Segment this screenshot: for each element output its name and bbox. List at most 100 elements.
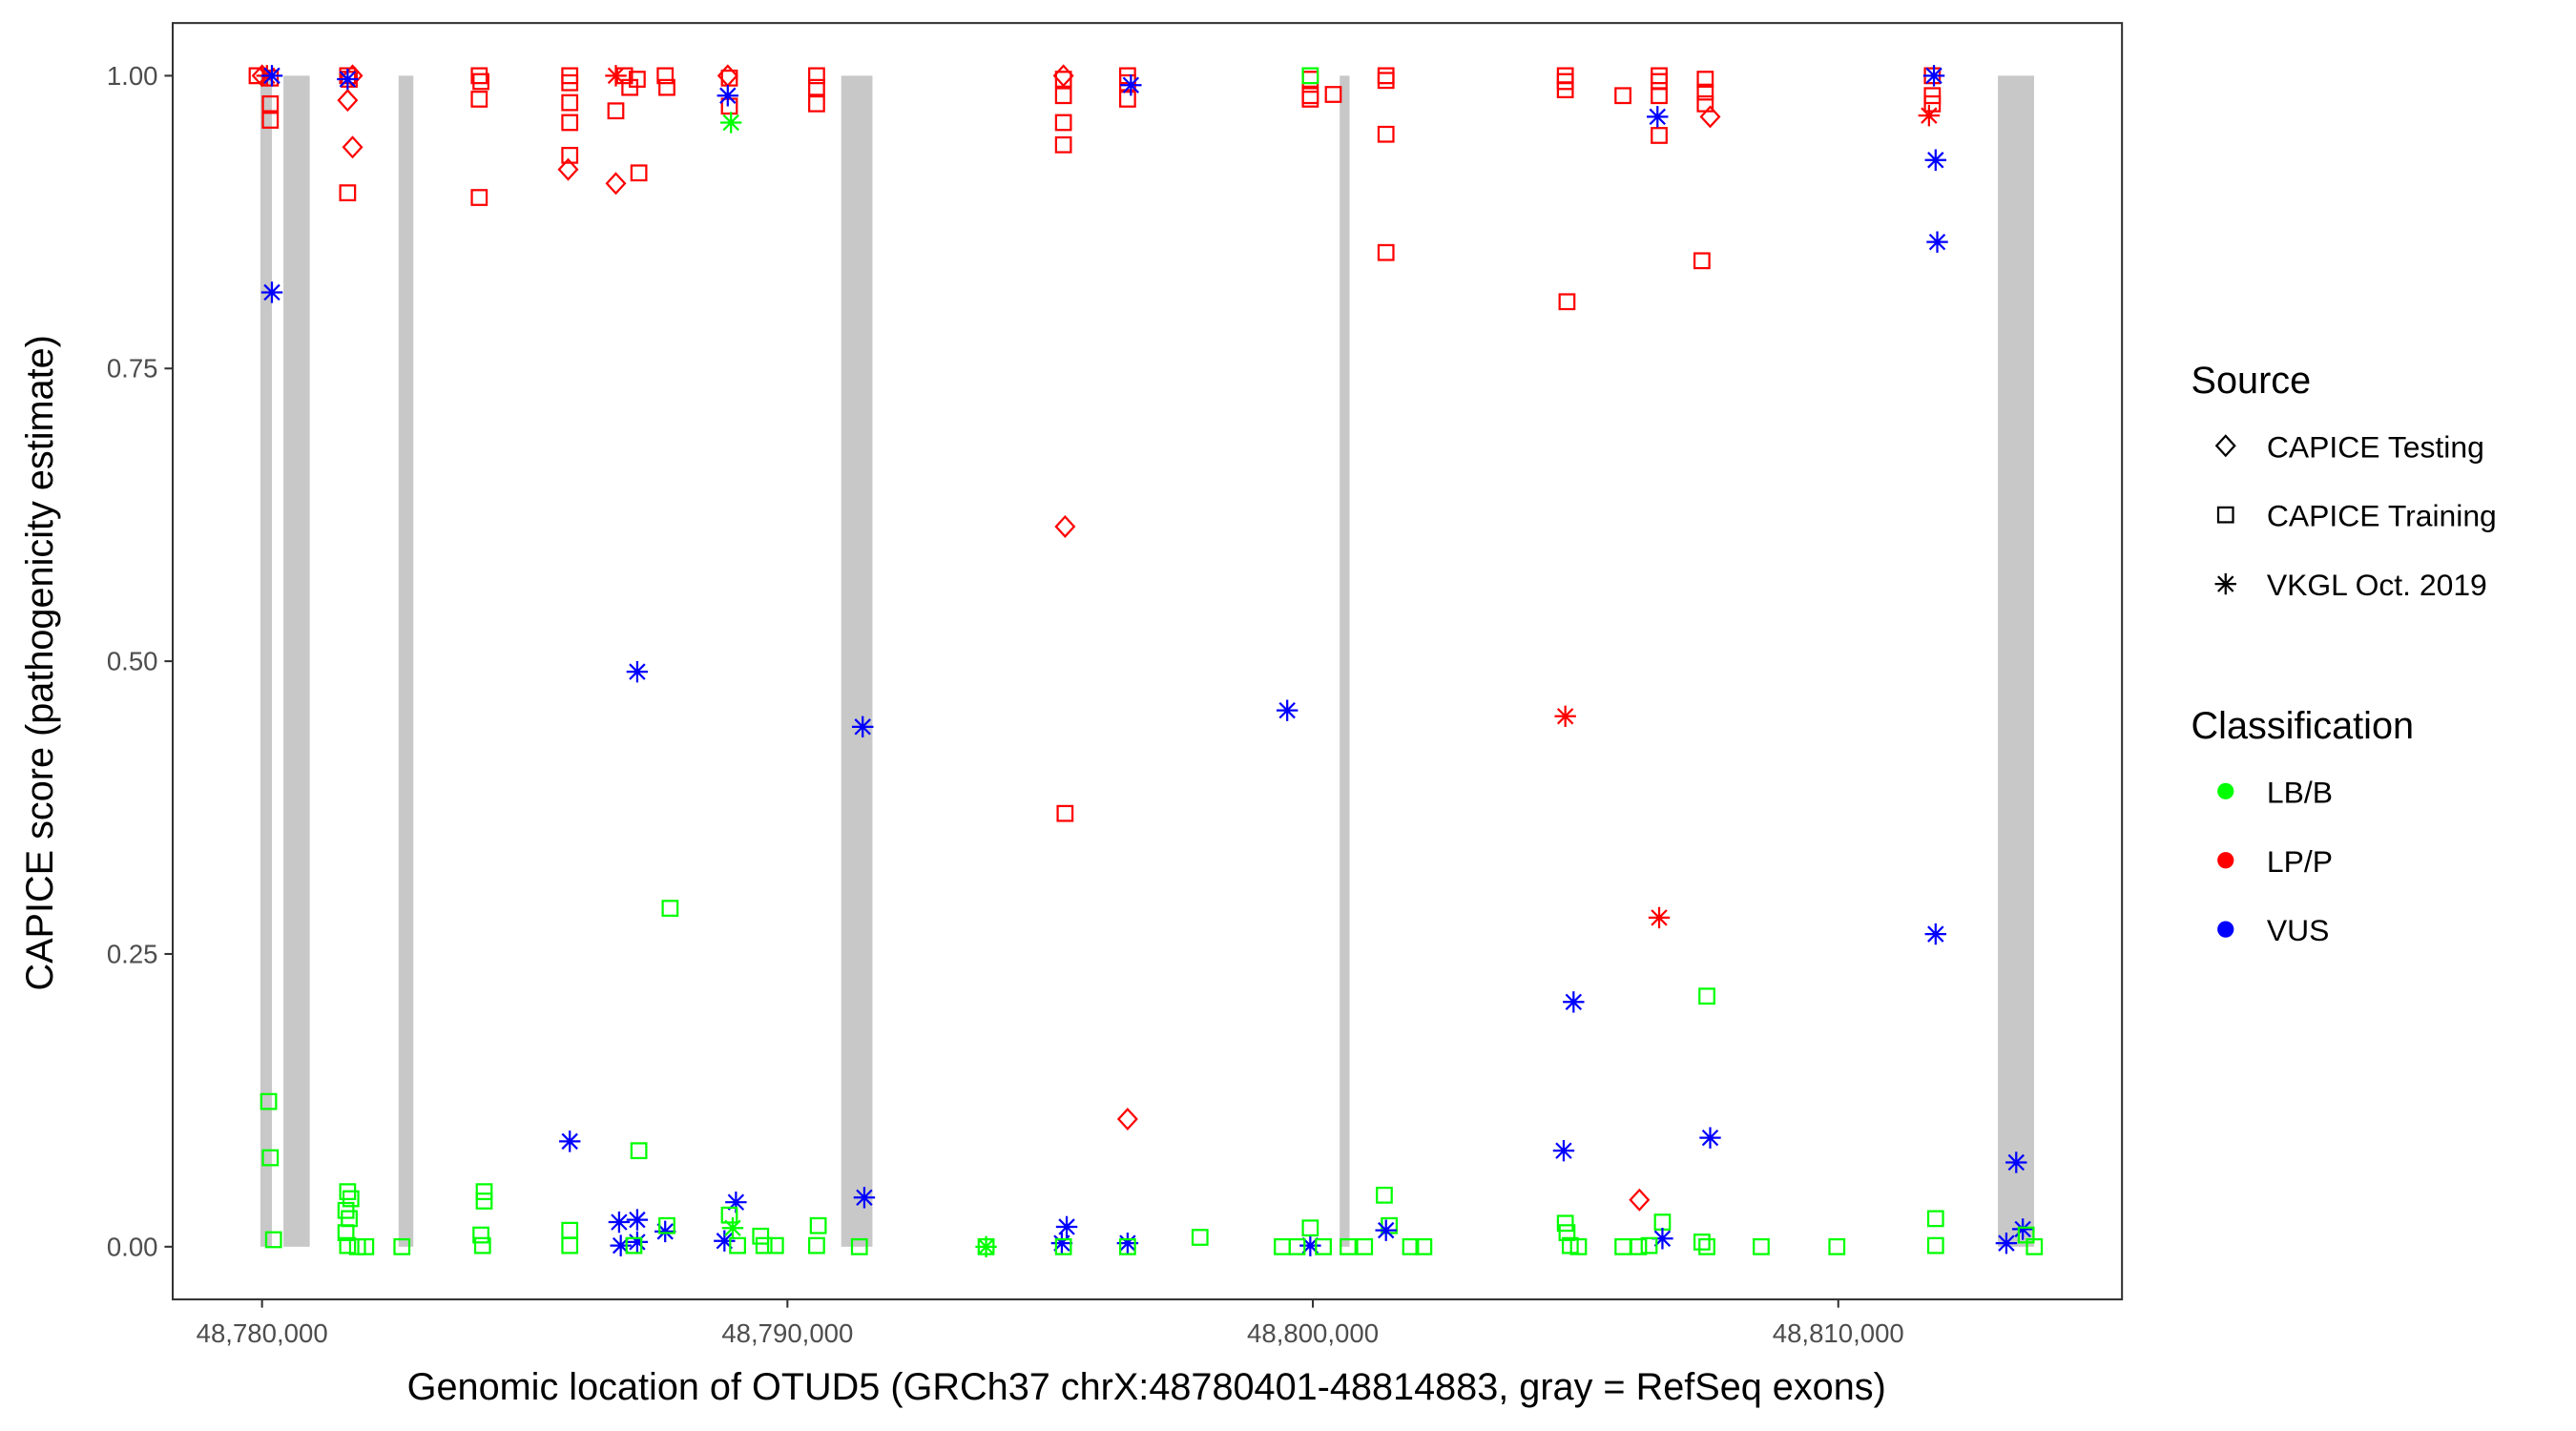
exon-band [260,75,273,1247]
data-point [808,78,825,96]
y-tick-label: 1.00 [107,61,158,91]
data-point [472,1226,489,1244]
data-point [630,164,648,182]
data-point [1699,1127,1721,1149]
x-tick-label: 48,790,000 [721,1318,853,1348]
x-axis: 48,780,000 48,790,000 48,800,000 48,810,000 [197,1299,1904,1348]
data-point [475,1183,493,1201]
data-point [1647,106,1669,128]
exon-band [1998,75,2035,1247]
data-point [610,1234,632,1256]
data-point [1651,87,1668,105]
data-point [1120,73,1142,96]
legend-dot-icon [2217,921,2234,938]
data-point [1054,135,1072,154]
data-point [808,1236,825,1255]
exon-band [841,75,873,1247]
data-point [853,1187,876,1209]
data-point [720,69,738,87]
data-point [473,1236,491,1255]
data-point [1554,705,1576,728]
data-point [1693,252,1711,270]
data-point [561,1236,579,1255]
data-point [717,85,739,107]
data-point [1926,1210,1944,1228]
legend-diamond-icon [2214,434,2236,458]
data-point [1054,1237,1072,1255]
data-point [2025,1237,2044,1255]
data-point [630,1142,648,1160]
x-tick-label: 48,810,000 [1773,1318,1904,1348]
legend-classification-title: Classification [2192,705,2415,747]
data-point [626,1209,649,1231]
data-point [260,281,283,303]
data-point [260,1092,278,1110]
data-point [1191,1229,1209,1246]
data-point [393,1237,411,1255]
x-tick-label: 48,800,000 [1247,1318,1379,1348]
data-point [1402,1237,1420,1255]
data-point [1055,1215,1078,1238]
data-point [1569,1237,1588,1255]
data-point [1614,87,1631,105]
data-point [661,900,679,917]
y-tick-label: 0.75 [107,354,158,384]
legend-class-label: LP/P [2267,844,2333,879]
data-point [339,184,357,201]
data-point [607,102,625,120]
data-point [1054,71,1072,88]
data-point [1375,1219,1397,1241]
legend-source-title: Source [2192,360,2312,402]
data-point [720,1206,738,1224]
data-point [1693,1234,1711,1251]
data-points [248,64,2044,1258]
data-point [1276,699,1298,721]
data-point [261,112,280,129]
data-point [1828,1237,1846,1255]
data-point [558,1130,581,1152]
data-point [721,1216,744,1239]
data-point [1376,1186,1393,1204]
data-point [1119,73,1136,92]
data-point [626,660,649,683]
data-point [342,1190,360,1208]
data-point [852,716,874,738]
data-point [261,69,280,87]
data-point [615,67,634,85]
data-point [1753,1237,1770,1255]
data-point [561,93,579,112]
legend-class-label: LB/B [2267,775,2333,809]
data-point [658,78,675,96]
y-axis-title: CAPICE score (pathogenicity estimate) [19,335,61,990]
data-point [625,1236,643,1255]
exon-band [283,75,310,1247]
legend-class-label: VUS [2267,913,2330,947]
data-point [357,1237,375,1255]
data-point [2011,1218,2034,1240]
data-point [1288,1237,1306,1255]
data-point [470,189,488,206]
data-point [1415,1237,1433,1255]
legend-dot-icon [2217,782,2234,799]
data-point [1696,71,1714,88]
legend-source-label: CAPICE Training [2267,499,2497,533]
data-point [850,1237,868,1255]
data-point [808,94,825,113]
y-axis: 0.00 0.25 0.50 0.75 1.00 [107,61,174,1261]
legend-source-label: CAPICE Testing [2267,429,2484,464]
data-point [260,65,283,87]
data-point [654,1220,676,1243]
data-point [658,1216,675,1234]
legend-dot-icon [2217,852,2234,869]
data-point [264,1231,282,1249]
exon-band [398,75,414,1247]
data-point [714,1230,736,1252]
data-point [561,73,579,92]
data-point [1556,1214,1574,1233]
data-point [1926,231,1948,253]
data-point [1056,804,1074,822]
data-point [561,114,579,132]
data-point [337,89,359,113]
data-point [1630,1237,1648,1255]
data-point [1696,83,1714,101]
